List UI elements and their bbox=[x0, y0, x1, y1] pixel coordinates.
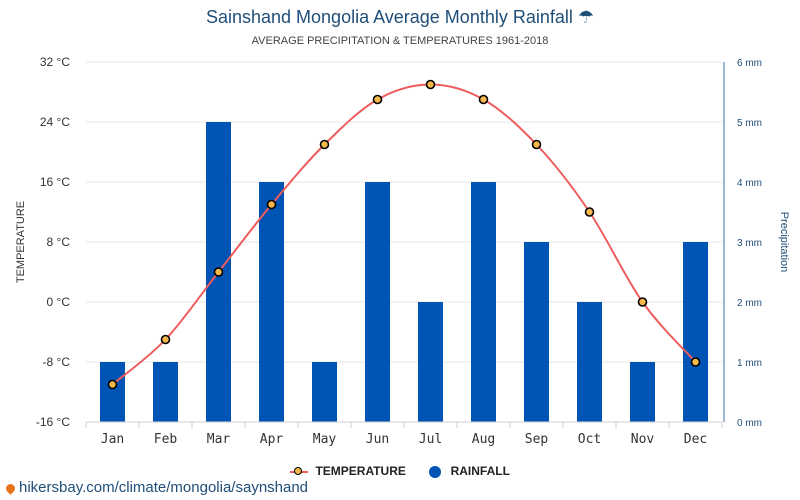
source-link-text: hikersbay.com/climate/mongolia/saynshand bbox=[19, 479, 309, 496]
source-link[interactable]: hikersbay.com/climate/mongolia/saynshand bbox=[4, 479, 309, 496]
rainfall-bars bbox=[100, 122, 708, 422]
chart-subtitle: AVERAGE PRECIPITATION & TEMPERATURES 196… bbox=[251, 35, 549, 47]
y-right-tick-label: 2 mm bbox=[737, 298, 762, 309]
y-left-tick-label: 16 °C bbox=[40, 175, 70, 189]
rainfall-bar bbox=[312, 362, 337, 422]
rainfall-bar bbox=[100, 362, 125, 422]
temperature-point bbox=[372, 94, 383, 105]
temperature-point bbox=[584, 207, 595, 217]
y-left-tick-label: 8 °C bbox=[47, 235, 71, 249]
chart: 32 °C 6 mm 24 °C 5 mm 16 °C 4 mm 8 °C 3 mm 0 °C 2… bbox=[15, 55, 790, 447]
x-tick-label: Sep bbox=[525, 432, 549, 447]
circle-icon bbox=[429, 465, 442, 478]
legend-temperature-label: TEMPERATURE bbox=[315, 463, 406, 478]
x-tick-label: Feb bbox=[154, 432, 178, 447]
temperature-line bbox=[107, 79, 701, 390]
y-right-axis-title: Precipitation bbox=[778, 212, 790, 273]
axes: 32 °C 6 mm 24 °C 5 mm 16 °C 4 mm 8 °C 3 mm 0 °C 2… bbox=[15, 55, 790, 447]
x-tick-label: Jan bbox=[101, 432, 124, 447]
temperature-point bbox=[266, 199, 277, 210]
y-left-tick-label: 32 °C bbox=[40, 55, 70, 69]
rainfall-bar bbox=[524, 242, 549, 422]
temperature-curve bbox=[111, 83, 697, 386]
legend-temperature[interactable]: TEMPERATURE bbox=[290, 464, 406, 478]
x-tick-label: May bbox=[313, 432, 337, 447]
rainfall-bar bbox=[418, 302, 443, 422]
rainfall-bar bbox=[471, 182, 496, 422]
x-tick-label: Aug bbox=[472, 432, 495, 447]
x-tick-label: Apr bbox=[260, 432, 284, 447]
y-right-tick-label: 6 mm bbox=[737, 58, 762, 69]
legend: TEMPERATURE RAINFALL bbox=[0, 463, 800, 478]
x-tick-label: Mar bbox=[207, 432, 231, 447]
rainfall-bar bbox=[259, 182, 284, 422]
grid-lines bbox=[86, 61, 722, 423]
temperature-point bbox=[160, 334, 171, 345]
x-tick-label: Jul bbox=[419, 432, 442, 447]
y-right-tick-label: 3 mm bbox=[737, 238, 762, 249]
y-left-tick-label: 0 °C bbox=[47, 295, 71, 309]
x-tick-label: Oct bbox=[578, 432, 601, 447]
temperature-point bbox=[425, 79, 436, 90]
temperature-point bbox=[478, 94, 489, 105]
y-right-tick-label: 5 mm bbox=[737, 118, 762, 129]
y-right-tick-label: 0 mm bbox=[737, 418, 762, 429]
rainfall-bar bbox=[630, 362, 655, 422]
temperature-point bbox=[107, 379, 118, 390]
x-tick-label: Nov bbox=[631, 432, 655, 447]
line-marker-icon bbox=[290, 466, 309, 477]
x-tick-label: Dec bbox=[684, 432, 707, 447]
y-left-axis-title: TEMPERATURE bbox=[15, 201, 27, 283]
legend-rainfall[interactable]: RAINFALL bbox=[429, 464, 510, 478]
y-left-tick-label: -8 °C bbox=[43, 355, 71, 369]
y-right-tick-label: 4 mm bbox=[737, 178, 762, 189]
y-left-tick-label: -16 °C bbox=[36, 415, 70, 429]
y-left-tick-label: 24 °C bbox=[40, 115, 70, 129]
rainfall-bar bbox=[683, 242, 708, 422]
temperature-point bbox=[319, 139, 330, 150]
rainfall-bar bbox=[365, 182, 390, 422]
temperature-point bbox=[690, 357, 701, 367]
x-tick-label: Jun bbox=[366, 432, 389, 447]
location-pin-icon bbox=[4, 481, 17, 495]
legend-rainfall-label: RAINFALL bbox=[450, 463, 510, 478]
temperature-point bbox=[637, 297, 648, 307]
y-right-tick-label: 1 mm bbox=[737, 358, 762, 369]
temperature-point bbox=[213, 267, 224, 277]
temperature-point bbox=[531, 139, 542, 150]
chart-title: Sainshand Mongolia Average Monthly Rainf… bbox=[205, 7, 595, 27]
rainfall-bar bbox=[153, 362, 178, 422]
rainfall-bar bbox=[577, 302, 602, 422]
